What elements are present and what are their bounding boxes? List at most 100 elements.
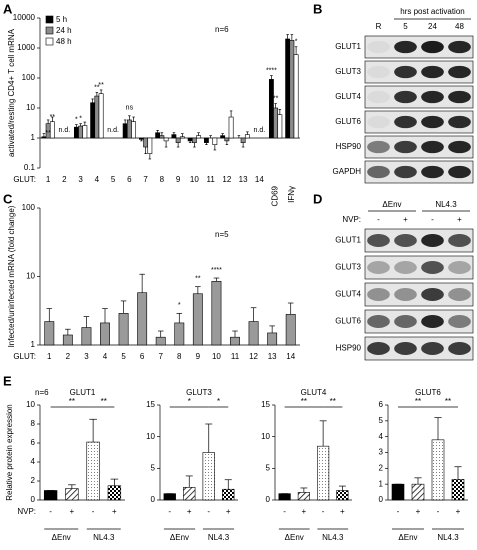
x-tick-label: 9 bbox=[176, 175, 181, 184]
row-label: GAPDH bbox=[333, 167, 362, 176]
blot-band bbox=[448, 140, 471, 154]
chart-title: GLUT4 bbox=[301, 388, 327, 397]
y-tick-label: 4 bbox=[31, 457, 36, 466]
bar bbox=[138, 137, 144, 140]
bar bbox=[143, 137, 149, 148]
bar bbox=[187, 137, 193, 142]
panel-letter: A bbox=[3, 1, 13, 16]
x-tick-label: - bbox=[49, 507, 52, 516]
lane-label: + bbox=[403, 215, 408, 224]
sample-size: n=6 bbox=[35, 388, 49, 397]
group-label: ΔEnv bbox=[398, 533, 417, 542]
row-label: GLUT3 bbox=[335, 263, 361, 272]
blot-band bbox=[448, 315, 471, 328]
blot-band bbox=[367, 40, 390, 54]
blot-band bbox=[421, 90, 444, 104]
row-label: GLUT3 bbox=[335, 67, 361, 76]
blot-strip bbox=[364, 110, 474, 134]
x-tick-label: - bbox=[397, 507, 400, 516]
blot-band bbox=[448, 261, 471, 274]
bar bbox=[191, 137, 197, 143]
bar bbox=[131, 121, 137, 139]
bar bbox=[391, 483, 405, 501]
bar bbox=[94, 95, 100, 139]
x-tick-label: 10 bbox=[190, 175, 199, 184]
x-tick-label: 8 bbox=[177, 352, 182, 361]
bar bbox=[203, 137, 209, 143]
group-label: NL4.3 bbox=[437, 533, 459, 542]
y-tick-label: 1 bbox=[31, 340, 36, 349]
annotation: n.d. bbox=[254, 127, 266, 134]
bar bbox=[196, 135, 202, 139]
y-tick-label: 15 bbox=[146, 400, 155, 409]
bar bbox=[293, 54, 299, 139]
blot-band bbox=[367, 342, 390, 355]
y-tick-label: 10 bbox=[26, 272, 35, 281]
lane-label: 48 bbox=[455, 22, 464, 31]
bar bbox=[202, 452, 215, 501]
row-label: GLUT6 bbox=[335, 117, 361, 126]
legend-label: 24 h bbox=[56, 26, 72, 35]
blot-band bbox=[394, 234, 417, 247]
y-tick-label: 0.1 bbox=[24, 163, 36, 172]
bar bbox=[431, 439, 445, 501]
x-tick-label: - bbox=[92, 507, 95, 516]
y-axis-label: Relative protein expression bbox=[5, 404, 14, 501]
row-label: GLUT4 bbox=[335, 92, 361, 101]
blot-strip bbox=[364, 309, 474, 334]
blot-strip bbox=[364, 255, 474, 280]
bar bbox=[73, 126, 79, 139]
blot-band bbox=[394, 165, 417, 179]
lane-label: 5 bbox=[403, 22, 408, 31]
blot-band bbox=[394, 90, 417, 104]
legend-swatch bbox=[45, 15, 54, 24]
x-tick-label: 14 bbox=[255, 175, 264, 184]
bar bbox=[41, 136, 47, 139]
annotation: ** bbox=[195, 276, 201, 283]
bar bbox=[49, 121, 55, 139]
x-tick-label: 12 bbox=[249, 352, 258, 361]
group-label: ΔEnv bbox=[52, 533, 71, 542]
significance: * bbox=[217, 397, 220, 406]
blot-band bbox=[367, 288, 390, 301]
blot-band bbox=[394, 115, 417, 129]
row-label: HSP90 bbox=[336, 344, 362, 353]
y-tick-label: 2 bbox=[379, 463, 384, 472]
lane-label: - bbox=[431, 215, 434, 224]
bar bbox=[65, 488, 79, 501]
y-tick-label: 0 bbox=[31, 495, 36, 504]
blot-band bbox=[421, 288, 444, 301]
bar bbox=[277, 114, 283, 139]
blot-strip bbox=[364, 135, 474, 159]
blot-band bbox=[421, 261, 444, 274]
panel-letter: E bbox=[3, 373, 12, 388]
bar bbox=[78, 125, 84, 139]
blot-band bbox=[367, 315, 390, 328]
x-tick-label: 4 bbox=[95, 175, 100, 184]
legend-label: 48 h bbox=[56, 37, 72, 46]
sample-size: n=5 bbox=[215, 230, 229, 239]
x-tick-label: 3 bbox=[84, 352, 89, 361]
bar bbox=[336, 490, 349, 501]
x-tick-label: 7 bbox=[143, 175, 148, 184]
blot-band bbox=[367, 261, 390, 274]
bar bbox=[81, 327, 92, 346]
x-tick-label: 11 bbox=[206, 175, 215, 184]
bar bbox=[62, 334, 73, 346]
y-tick-label: 6 bbox=[379, 400, 384, 409]
panel-letter: D bbox=[313, 191, 322, 206]
blot-band bbox=[394, 315, 417, 328]
bar bbox=[44, 321, 55, 346]
row-label: GLUT1 bbox=[335, 42, 361, 51]
blot-band bbox=[448, 342, 471, 355]
significance: ** bbox=[301, 397, 307, 406]
x-tick-label: + bbox=[340, 507, 345, 516]
blot-band bbox=[367, 165, 390, 179]
x-tick-label: - bbox=[437, 507, 440, 516]
bar bbox=[248, 321, 259, 346]
bar bbox=[147, 137, 153, 154]
bar bbox=[228, 116, 234, 139]
legend-swatch bbox=[45, 37, 54, 46]
y-tick-label: 1 bbox=[31, 133, 36, 142]
significance: ** bbox=[94, 84, 100, 91]
